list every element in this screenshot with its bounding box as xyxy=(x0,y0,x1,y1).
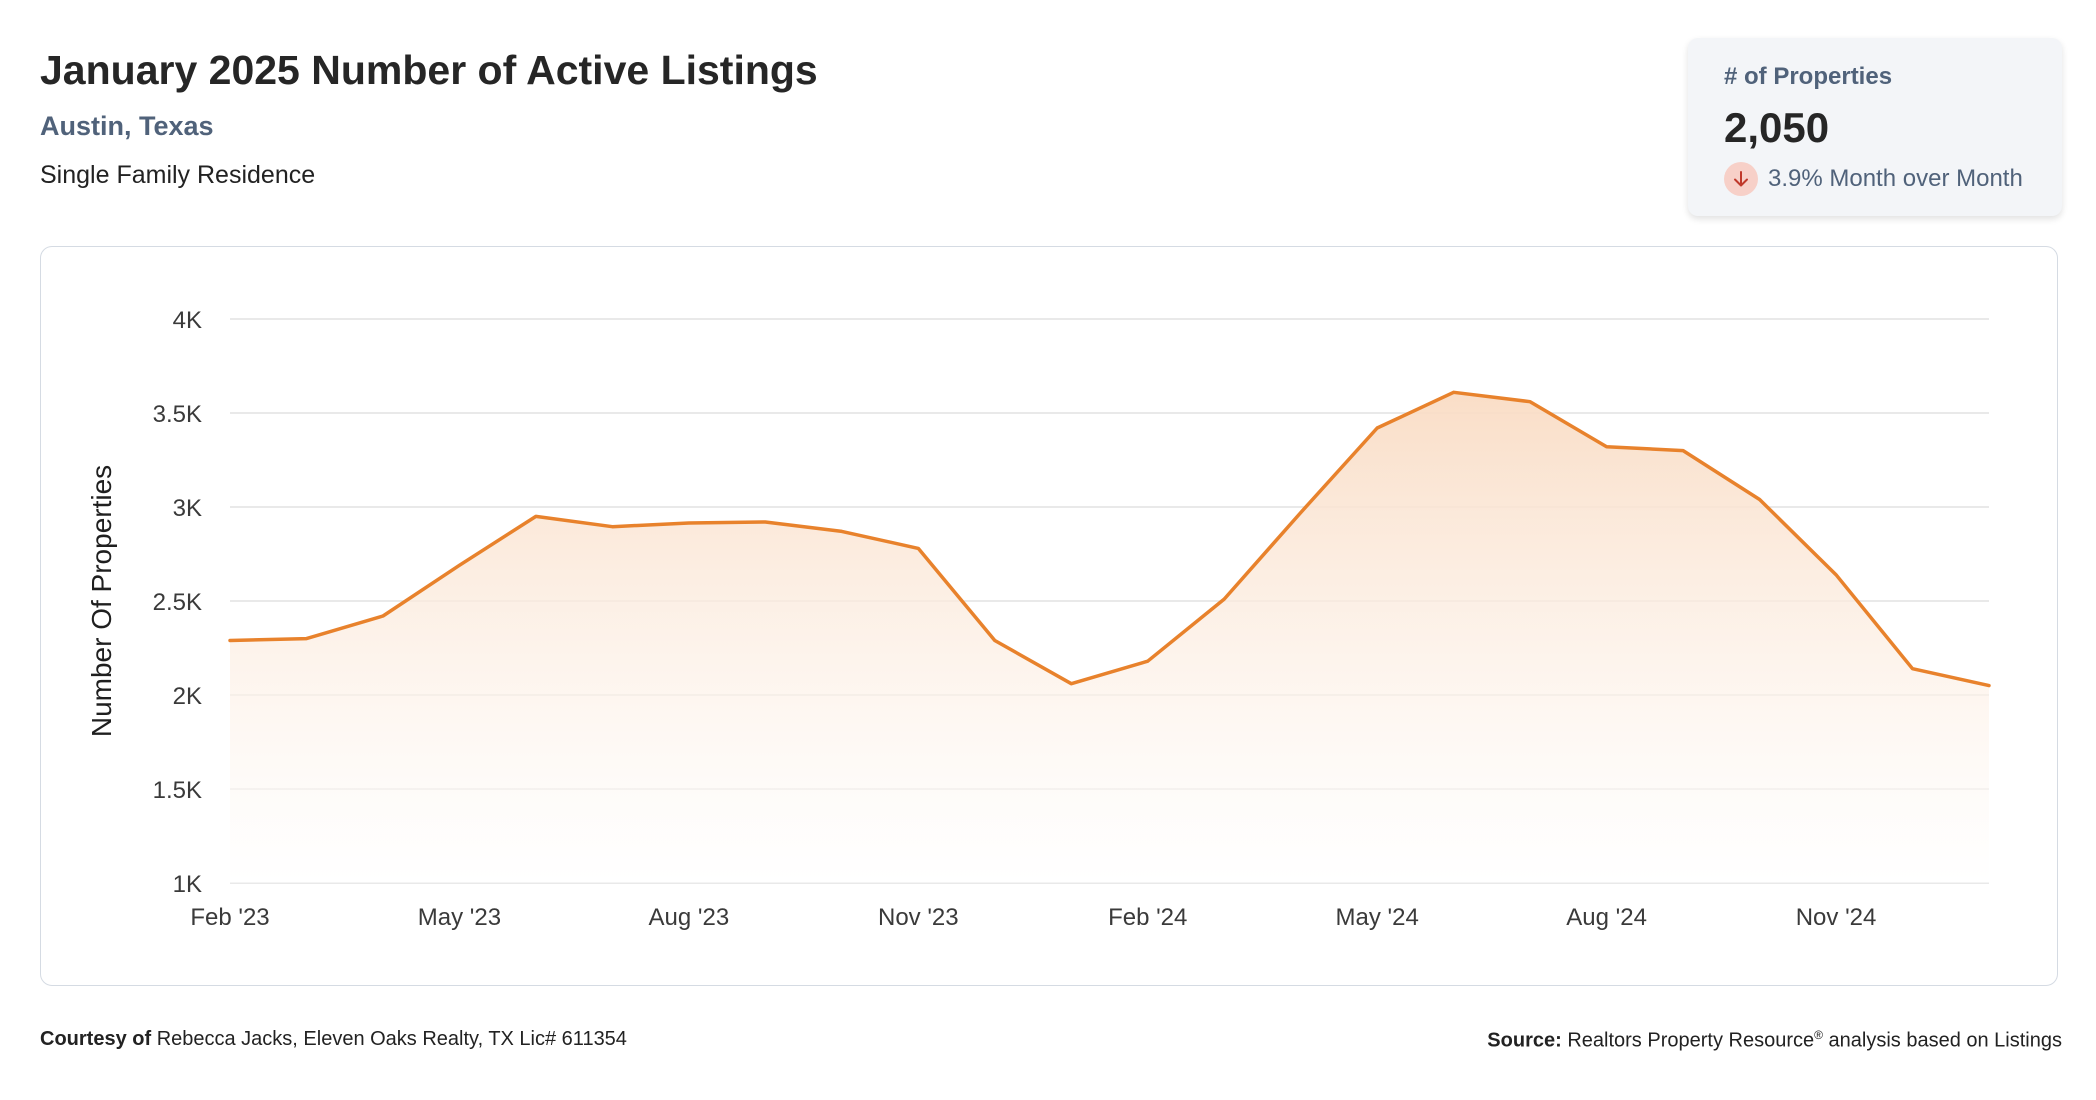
y-tick-label: 2K xyxy=(173,683,202,710)
kpi-change: 3.9% Month over Month xyxy=(1724,162,2026,196)
data-point xyxy=(1452,390,1456,394)
x-tick-label: Aug '23 xyxy=(649,904,730,931)
series-line xyxy=(228,390,1991,688)
kpi-label: # of Properties xyxy=(1724,63,1893,90)
data-point xyxy=(1911,667,1915,671)
data-point xyxy=(916,546,920,550)
kpi-value: 2,050 xyxy=(1724,104,1830,151)
area-chart: 1K 1.5K 2K 2.5K 3K 3.5K 4K Feb '23 May '23 Aug '… xyxy=(86,307,1991,931)
kpi-change-text: 3.9% Month over Month xyxy=(1768,165,2023,192)
arrow-down-icon xyxy=(1724,162,1758,196)
data-point xyxy=(1069,682,1073,686)
y-tick-label: 2.5K xyxy=(153,589,202,616)
data-point xyxy=(1222,597,1226,601)
footer-courtesy: Courtesy of Rebecca Jacks, Eleven Oaks R… xyxy=(40,1028,627,1051)
data-point xyxy=(228,638,232,642)
x-tick-label: May '24 xyxy=(1336,904,1419,931)
property-type-label: Single Family Residence xyxy=(40,161,316,189)
courtesy-text: Rebecca Jacks, Eleven Oaks Realty, TX Li… xyxy=(156,1028,627,1050)
data-point xyxy=(1834,573,1838,577)
data-point xyxy=(1375,426,1379,430)
x-tick-label: Feb '24 xyxy=(1108,904,1187,931)
data-point xyxy=(381,614,385,618)
data-point xyxy=(1758,497,1762,501)
page-title: January 2025 Number of Active Listings xyxy=(40,47,818,93)
data-point xyxy=(1605,445,1609,449)
chart-card: 1K 1.5K 2K 2.5K 3K 3.5K 4K Feb '23 May '23 Aug '… xyxy=(40,246,2058,986)
header: January 2025 Number of Active Listings A… xyxy=(40,40,1540,192)
source-suffix: analysis based on Listings xyxy=(1828,1029,2062,1052)
x-tick-label: May '23 xyxy=(418,904,501,931)
data-point xyxy=(610,525,614,529)
source-label: Source: xyxy=(1487,1029,1562,1052)
data-point xyxy=(1146,659,1150,663)
location-label: Austin, Texas xyxy=(40,111,214,141)
x-tick-label: Aug '24 xyxy=(1566,904,1647,931)
x-tick-label: Nov '24 xyxy=(1796,904,1877,931)
footer-source: Source: Realtors Property Resource® anal… xyxy=(1487,1028,2062,1053)
kpi-card: # of Properties 2,050 3.9% Month over Mo… xyxy=(1688,38,2062,216)
data-point xyxy=(840,529,844,533)
data-point xyxy=(1987,684,1991,688)
data-point xyxy=(1528,400,1532,404)
data-point xyxy=(457,563,461,567)
y-tick-label: 3K xyxy=(173,495,202,522)
registered-mark: ® xyxy=(1814,1028,1823,1042)
source-text: Realtors Property Resource xyxy=(1567,1029,1815,1052)
data-point xyxy=(304,637,308,641)
data-point xyxy=(687,521,691,525)
y-tick-label: 1K xyxy=(173,871,202,898)
x-tick-label: Feb '23 xyxy=(190,904,269,931)
y-tick-label: 3.5K xyxy=(153,401,202,428)
data-point xyxy=(993,638,997,642)
y-tick-label: 1.5K xyxy=(153,777,202,804)
data-point xyxy=(1299,511,1303,515)
x-tick-label: Nov '23 xyxy=(878,904,959,931)
y-tick-label: 4K xyxy=(173,307,202,334)
data-point xyxy=(534,514,538,518)
data-point xyxy=(763,520,767,524)
y-axis-title: Number Of Properties xyxy=(86,465,117,737)
courtesy-label: Courtesy of xyxy=(40,1028,152,1050)
series-area xyxy=(230,392,1989,883)
data-point xyxy=(1681,449,1685,453)
